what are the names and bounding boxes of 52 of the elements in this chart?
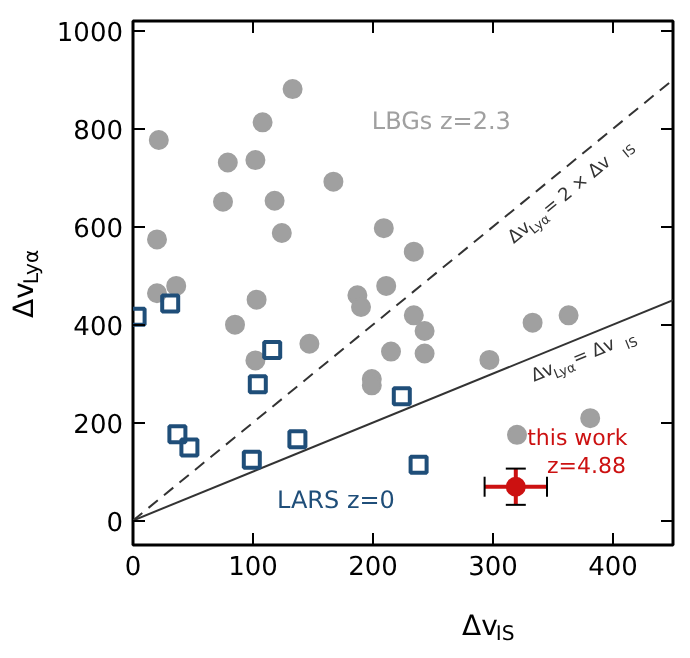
x-tick-label: 200 (348, 553, 398, 583)
point (408, 454, 429, 475)
point (217, 152, 238, 173)
y-tick-label: 600 (73, 214, 124, 245)
point (245, 150, 266, 171)
point (147, 229, 167, 250)
point (179, 437, 200, 458)
point (245, 350, 266, 371)
point (580, 408, 601, 429)
point (148, 130, 169, 150)
point (213, 191, 233, 212)
point (414, 321, 435, 341)
x-tick-label: 300 (468, 553, 518, 583)
point (391, 386, 412, 407)
x-tick-label: 400 (588, 553, 638, 583)
point (558, 305, 579, 326)
y-tick-label: 200 (73, 410, 124, 441)
point (376, 275, 397, 296)
point (287, 429, 308, 450)
point (522, 312, 543, 333)
x-tick-label: 100 (228, 553, 278, 583)
point (479, 349, 500, 370)
point (271, 223, 292, 244)
point (282, 79, 303, 100)
point (507, 424, 527, 445)
point (381, 341, 401, 362)
point (247, 374, 268, 395)
point (323, 171, 344, 192)
series-label: this work z=4.88 (527, 425, 629, 479)
point (351, 297, 371, 317)
point (373, 218, 394, 239)
point (167, 424, 188, 445)
text: LBGs z=2.3 (371, 106, 511, 135)
point (252, 112, 273, 133)
point (403, 305, 424, 326)
point (299, 333, 320, 354)
point (225, 314, 245, 335)
point (403, 241, 424, 262)
point (264, 190, 285, 211)
point (241, 449, 262, 470)
series-label: LARS z=0 (277, 485, 395, 514)
point (414, 343, 435, 364)
y-tick-label: 1000 (56, 18, 124, 49)
point (246, 289, 267, 310)
y-tick-label: 400 (73, 312, 124, 343)
y-tick-label: 0 (106, 508, 124, 539)
point (262, 340, 283, 361)
y-tick-label: 800 (73, 116, 124, 147)
point (160, 293, 181, 314)
point (505, 476, 526, 497)
point (166, 275, 187, 296)
y-axis-title: ΔvLyα (9, 249, 45, 318)
